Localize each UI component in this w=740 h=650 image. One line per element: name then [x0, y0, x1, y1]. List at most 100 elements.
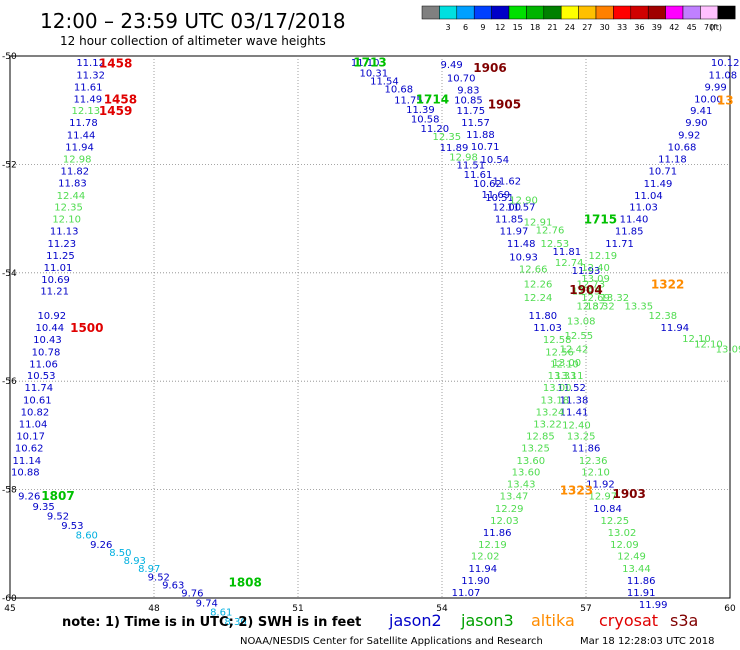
scale-swatch — [456, 5, 475, 20]
wave-height-label: 12.19 — [588, 251, 617, 262]
wave-height-label: 11.78 — [69, 118, 98, 129]
wave-height-label: 13.43 — [507, 480, 536, 491]
scale-swatch — [578, 5, 597, 20]
wave-height-label: 11.82 — [60, 166, 89, 177]
wave-height-label: 11.39 — [406, 105, 435, 116]
wave-height-label: 12.53 — [540, 239, 569, 250]
wave-height-label: 11.91 — [627, 588, 656, 599]
chart-subtitle: 12 hour collection of altimeter wave hei… — [60, 34, 326, 48]
wave-height-label: 8.50 — [109, 548, 131, 559]
wave-height-label: 10.71 — [471, 142, 500, 153]
wave-height-label: 13.00 — [552, 358, 581, 369]
wave-height-label: 12.93 — [572, 287, 601, 298]
x-tick-label: 54 — [436, 604, 448, 614]
x-tick-label: 45 — [4, 604, 15, 614]
scale-label: 39 — [652, 23, 662, 32]
color-scale: 3 6 9 12 15 18 21 24 27 30 33 36 39 42 45 70(ft) — [421, 5, 736, 32]
wave-height-label: 13.25 — [567, 431, 596, 442]
wave-height-label: 13.08 — [567, 316, 596, 327]
wave-height-label: 13.18 — [540, 396, 569, 407]
wave-height-label: 12.73 — [576, 280, 605, 291]
wave-height-label: 11.85 — [495, 215, 524, 226]
wave-height-label: 10.84 — [593, 504, 622, 515]
wave-height-label: 13.11 — [555, 371, 584, 382]
wave-height-label: 12.10 — [581, 468, 610, 479]
wave-height-label: 9.49 — [440, 60, 462, 71]
wave-height-label: 12.00 — [492, 203, 521, 214]
scale-label: 24 — [565, 23, 575, 32]
pass-time-label: 1323 — [560, 484, 593, 498]
scale-swatch — [647, 5, 666, 20]
wave-height-label: 11.01 — [44, 263, 73, 274]
wave-height-label: 12.87 — [576, 301, 605, 312]
wave-height-label: 13.32 — [600, 293, 629, 304]
scale-swatch — [560, 5, 579, 20]
wave-height-label: 11.41 — [560, 408, 589, 419]
plot-area: 45 48 51 54 57 60-50-52-54-56-58-60 11.1211.3… — [2, 52, 740, 628]
wave-height-label: 13.47 — [500, 492, 529, 503]
wave-height-label: 13.60 — [516, 456, 545, 467]
scale-swatch — [491, 5, 510, 20]
wave-height-label: 10.12 — [711, 58, 740, 69]
wave-height-label: 12.35 — [54, 203, 83, 214]
scale-label: 30 — [600, 23, 610, 32]
pass-time-label: 1715 — [584, 213, 617, 227]
wave-height-label: 10.44 — [36, 323, 65, 334]
wave-height-label: 13.09 — [581, 274, 610, 285]
wave-height-label: 11.04 — [19, 419, 48, 430]
wave-height-label: 11.75 — [456, 106, 485, 117]
pass-time-label: 1905 — [488, 98, 521, 112]
wave-height-label: 10.62 — [473, 179, 502, 190]
legend-jason2: jason2 — [388, 611, 442, 630]
footer-credit: NOAA/NESDIS Center for Satellite Applica… — [240, 636, 543, 647]
wave-height-label: 8.60 — [76, 531, 98, 542]
legend-jason3: jason3 — [460, 611, 514, 630]
wave-height-label: 11.44 — [67, 131, 96, 142]
y-tick-label: -54 — [2, 269, 17, 279]
scale-label: 9 — [480, 23, 485, 32]
wave-height-label: 11.13 — [50, 227, 79, 238]
wave-height-label: 11.62 — [492, 177, 521, 188]
scale-swatch — [526, 5, 545, 20]
wave-height-label: 11.03 — [533, 323, 562, 334]
wave-height-label: 10.88 — [11, 468, 40, 479]
wave-height-label: 12.97 — [588, 492, 617, 503]
wave-height-label: 12.02 — [471, 552, 500, 563]
scale-label: 12 — [495, 23, 505, 32]
wave-height-label: 12.13 — [72, 106, 101, 117]
wave-height-label: 11.04 — [634, 191, 663, 202]
wave-height-label: 12.91 — [524, 217, 553, 228]
scale-label: 42 — [669, 23, 679, 32]
wave-height-label: 9.63 — [162, 580, 184, 591]
pass-time-label: 1322 — [651, 278, 684, 292]
wave-height-label: 11.48 — [507, 239, 536, 250]
wave-height-label: 13.22 — [533, 419, 562, 430]
wave-height-label: 12.56 — [545, 347, 574, 358]
wave-height-label: 12.98 — [449, 152, 478, 163]
y-tick-label: -60 — [2, 594, 17, 604]
wave-height-label: 11.25 — [46, 251, 75, 262]
x-tick-label: 51 — [292, 604, 303, 614]
wave-height-label: 12.09 — [610, 540, 639, 551]
wave-height-label: 13.32 — [586, 301, 615, 312]
wave-height-label: 12.10 — [694, 339, 723, 350]
scale-swatch — [613, 5, 632, 20]
wave-height-label: 11.61 — [464, 170, 493, 181]
footer-note: note: 1) Time is in UTC; 2) SWH is in fe… — [62, 615, 361, 630]
wave-height-label: 10.68 — [384, 85, 413, 96]
scale-label: 15 — [513, 23, 523, 32]
wave-height-label: 13.02 — [608, 528, 637, 539]
scale-label: 70 — [704, 23, 714, 32]
wave-height-label: 9.26 — [90, 540, 112, 551]
wave-height-label: 11.71 — [605, 239, 634, 250]
plot-frame — [9, 55, 731, 599]
wave-height-label: 11.57 — [507, 203, 536, 214]
wave-height-label: 11.83 — [58, 178, 87, 189]
wave-height-label: 11.40 — [620, 215, 649, 226]
wave-height-label: 12.40 — [581, 263, 610, 274]
footer-timestamp: Mar 18 12:28:03 UTC 2018 — [580, 636, 715, 647]
pass-time-label: 13 — [717, 93, 734, 107]
wave-height-label: 12.35 — [432, 132, 461, 143]
